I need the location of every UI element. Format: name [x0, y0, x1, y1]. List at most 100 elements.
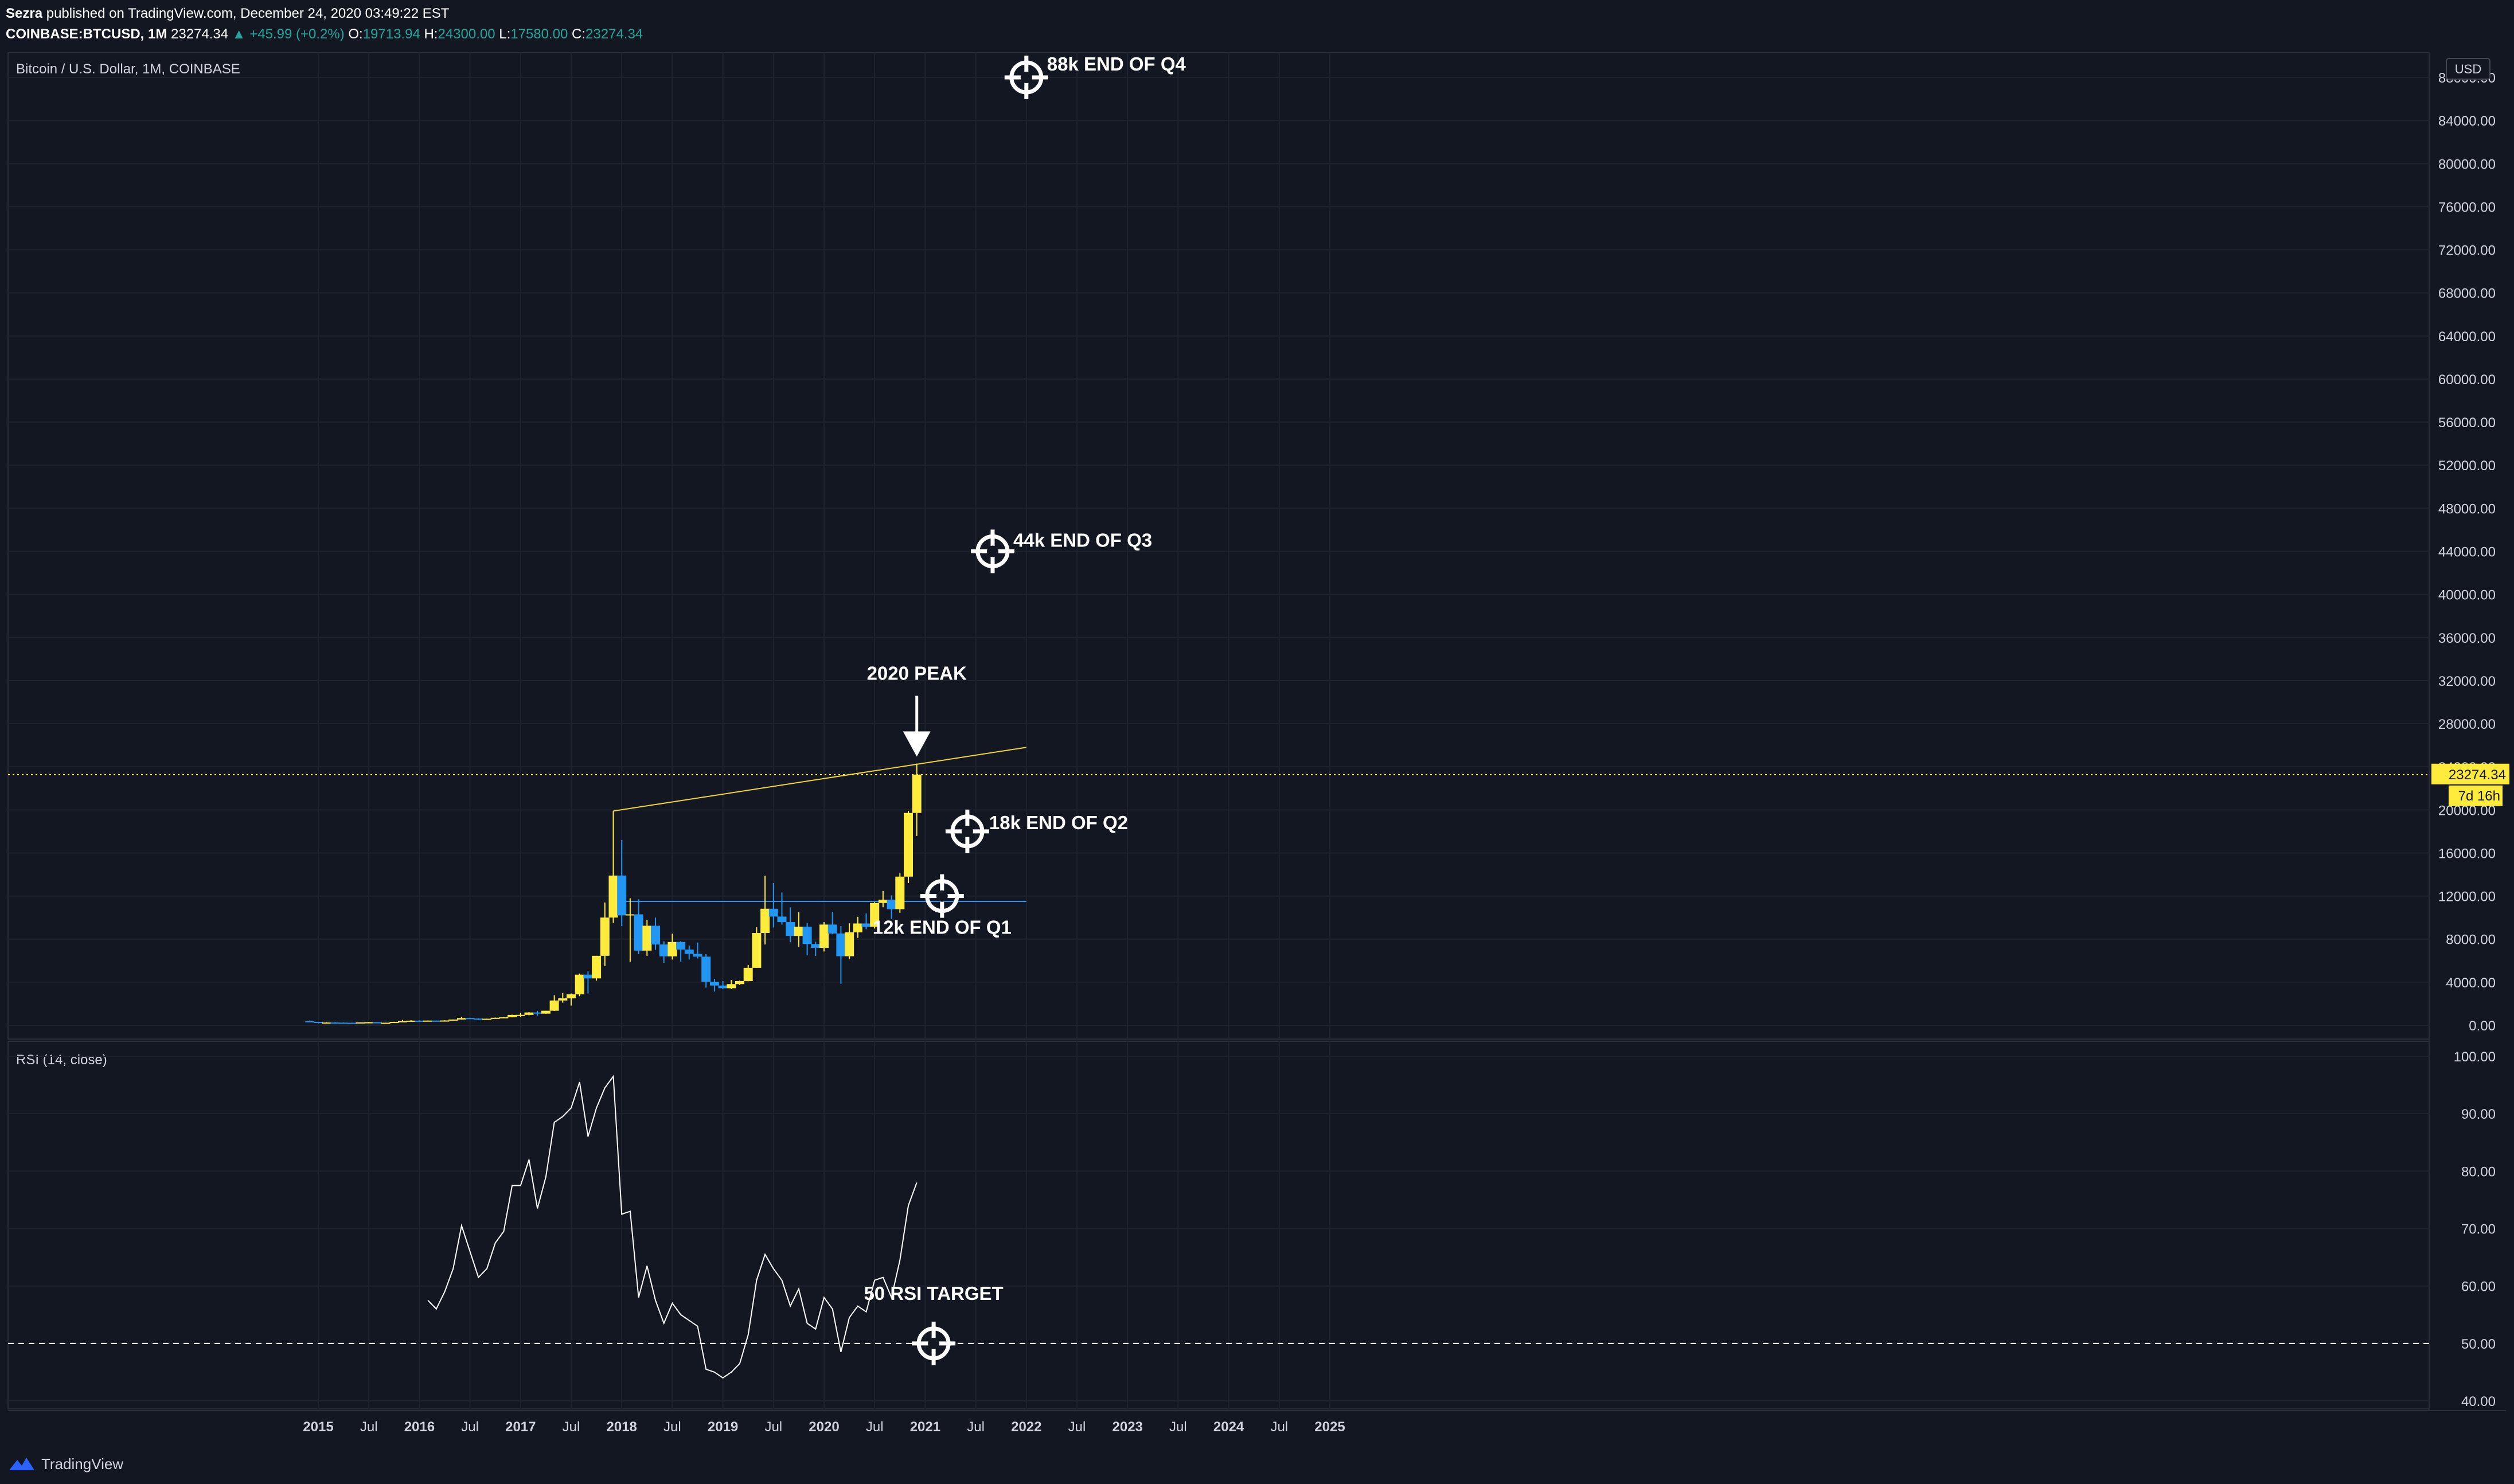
candle-body — [786, 922, 795, 936]
candle-body — [752, 933, 762, 968]
time-tick-label: 2015 — [303, 1419, 333, 1435]
rsi-tick-label: 90.00 — [2461, 1107, 2496, 1122]
candle-body — [853, 923, 862, 932]
last-price-badge — [2431, 763, 2509, 784]
candle-body — [423, 1020, 433, 1022]
price-tick-label: 72000.00 — [2438, 243, 2496, 259]
candle-body — [347, 1022, 357, 1024]
price-tick-label: 32000.00 — [2438, 674, 2496, 689]
price-tick-label: 0.00 — [2469, 1018, 2496, 1034]
annotation-q2: 18k END OF Q2 — [989, 812, 1128, 833]
price-tick-label: 52000.00 — [2438, 458, 2496, 474]
chart-header: Sezra published on TradingView.com, Dece… — [6, 3, 643, 45]
candle-body — [743, 967, 753, 981]
annotation-rsi-target: 50 RSI TARGET — [864, 1283, 1003, 1304]
time-tick-label: 2019 — [708, 1419, 738, 1435]
candle-body — [617, 875, 627, 916]
candle-body — [431, 1020, 441, 1022]
price-tick-label: 68000.00 — [2438, 286, 2496, 302]
time-tick-label: 2022 — [1011, 1419, 1041, 1435]
target-icon-rsi — [912, 1321, 956, 1365]
time-tick-label: 2025 — [1314, 1419, 1345, 1435]
symbol-label: COINBASE:BTCUSD, 1M — [6, 26, 167, 42]
tradingview-logo[interactable]: TradingView — [8, 1454, 123, 1474]
publish-info: published on TradingView.com, December 2… — [46, 6, 450, 21]
target-icon-q3 — [971, 529, 1014, 573]
time-tick-label: 2021 — [910, 1419, 940, 1435]
time-tick-label: 2018 — [607, 1419, 637, 1435]
candle-body — [861, 923, 871, 927]
candle-body — [474, 1018, 483, 1020]
candle-body — [634, 914, 643, 951]
candle-body — [567, 994, 576, 999]
candle-body — [895, 876, 905, 909]
quote-line: COINBASE:BTCUSD, 1M 23274.34 ▲ +45.99 (+… — [6, 24, 643, 45]
price-tick-label: 76000.00 — [2438, 200, 2496, 215]
candle-body — [659, 944, 669, 956]
rsi-tick-label: 40.00 — [2461, 1394, 2496, 1409]
time-tick-label: 2020 — [809, 1419, 839, 1435]
price-tick-label: 28000.00 — [2438, 717, 2496, 732]
price-tick-label: 4000.00 — [2446, 975, 2496, 991]
price-tick-label: 84000.00 — [2438, 114, 2496, 129]
countdown-badge — [2449, 785, 2503, 806]
brand-name: TradingView — [41, 1455, 124, 1473]
candle-body — [364, 1022, 374, 1024]
candle-body — [305, 1021, 315, 1022]
low-value: 17580.00 — [510, 26, 568, 42]
rising-trendline — [613, 747, 1026, 812]
time-tick-label: Jul — [764, 1419, 782, 1435]
candle-body — [406, 1020, 416, 1022]
time-tick-label: Jul — [1169, 1419, 1187, 1435]
candle-body — [811, 944, 821, 948]
time-tick-label: 2024 — [1213, 1419, 1244, 1435]
candle-body — [448, 1020, 458, 1021]
price-tick-label: 60000.00 — [2438, 372, 2496, 388]
candle-body — [684, 949, 694, 954]
price-pane-title: Bitcoin / U.S. Dollar, 1M, COINBASE — [16, 61, 240, 77]
candle-body — [339, 1022, 349, 1024]
price-tick-label: 8000.00 — [2446, 932, 2496, 948]
candle-body — [508, 1014, 517, 1018]
price-tick-label: 56000.00 — [2438, 415, 2496, 431]
candle-body — [768, 908, 778, 917]
time-tick-label: Jul — [360, 1419, 378, 1435]
time-tick-label: Jul — [563, 1419, 580, 1435]
time-tick-label: 2017 — [505, 1419, 536, 1435]
rsi-pane-title: RSI (14, close) — [16, 1052, 107, 1068]
rsi-tick-label: 80.00 — [2461, 1164, 2496, 1180]
annotation-q3: 44k END OF Q3 — [1013, 530, 1152, 551]
candle-body — [777, 916, 787, 923]
publish-line: Sezra published on TradingView.com, Dece… — [6, 3, 643, 24]
rsi-line — [427, 1075, 918, 1379]
candle-body — [625, 914, 635, 916]
rsi-pane-frame — [7, 1041, 2430, 1409]
candle-body — [912, 774, 922, 813]
currency-label: USD — [2455, 62, 2481, 76]
target-icon-q4 — [1004, 56, 1048, 99]
time-tick-label: Jul — [461, 1419, 479, 1435]
candle-body — [389, 1022, 399, 1024]
candle-body — [608, 875, 618, 918]
time-tick-label: Jul — [866, 1419, 884, 1435]
candle-body — [651, 925, 660, 945]
candle-body — [490, 1017, 500, 1019]
time-tick-label: 2016 — [404, 1419, 435, 1435]
target-center — [987, 545, 998, 557]
candle-body — [878, 899, 888, 903]
price-tick-label: 80000.00 — [2438, 157, 2496, 172]
candle-body — [845, 932, 854, 956]
candle-body — [440, 1020, 450, 1022]
target-icon-q2 — [945, 809, 989, 853]
author-name[interactable]: Sezra — [6, 6, 43, 21]
candle-body — [642, 925, 652, 951]
candle-body — [516, 1014, 525, 1016]
candle-body — [372, 1022, 382, 1024]
rsi-tick-label: 70.00 — [2461, 1222, 2496, 1237]
candle-body — [381, 1022, 391, 1024]
candle-body — [667, 942, 677, 956]
close-label: C: — [572, 26, 586, 42]
candle-body — [887, 899, 896, 909]
candle-body — [314, 1021, 323, 1023]
